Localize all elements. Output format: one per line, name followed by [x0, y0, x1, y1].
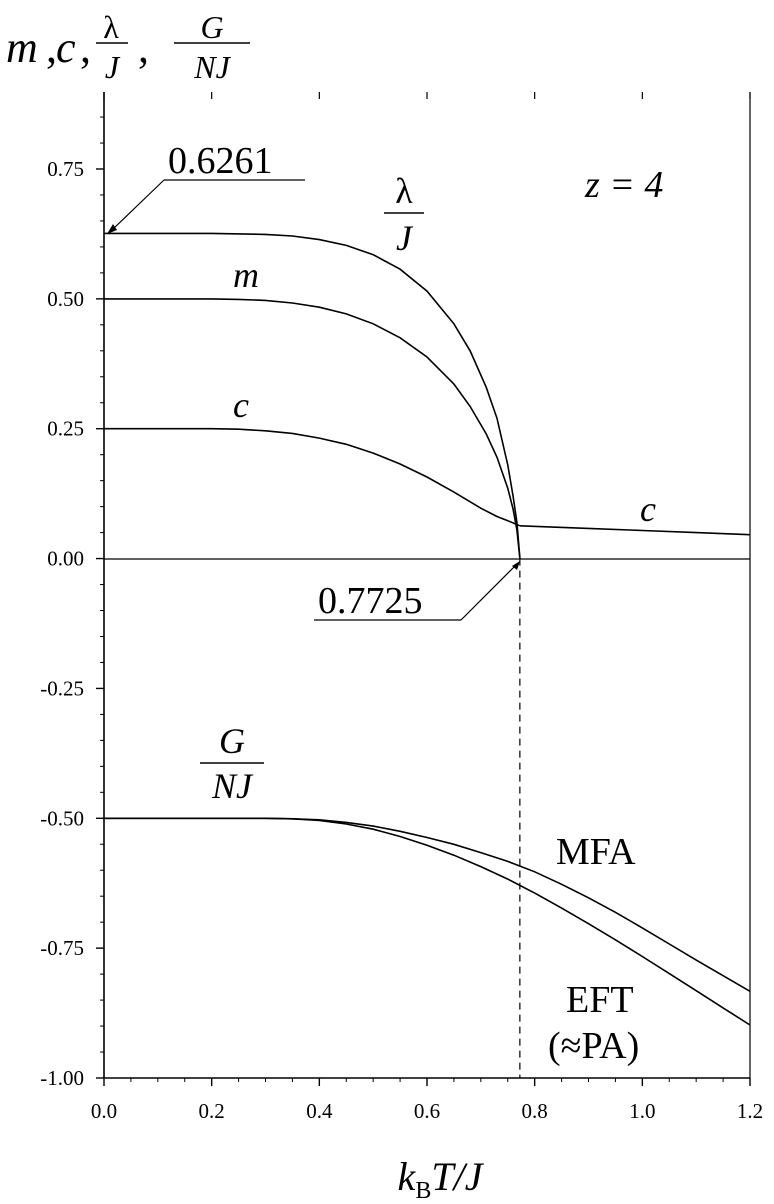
annotations: z = 4 0.6261 0.7725 λ J m c c G NJ MFA E… [107, 140, 663, 1067]
y-tick-label: 0.75 [47, 157, 84, 181]
y-tick-label: 0.25 [47, 417, 84, 441]
x-tick-label: 1.2 [737, 1099, 763, 1123]
y-tick-label: 0.00 [47, 547, 84, 571]
lambda0-label: 0.6261 [168, 140, 273, 182]
series-eft-line [104, 817, 751, 1026]
tc-label: 0.7725 [318, 580, 423, 622]
g-curve-label-num: G [219, 721, 245, 761]
x-tick-label: 0.6 [414, 1099, 440, 1123]
series-lambda-line [104, 232, 521, 559]
mfa-label: MFA [556, 831, 636, 873]
c-high-curve-label: c [640, 489, 656, 529]
y-title-lambda-num: λ [103, 9, 119, 45]
x-tick-label: 0.2 [199, 1099, 225, 1123]
pa-label: (≈PA) [548, 1025, 639, 1067]
x-tick-label: 0.0 [91, 1099, 117, 1123]
lambda-curve-label-num: λ [395, 171, 413, 211]
axes [103, 92, 751, 1079]
lambda0-arrow [111, 179, 165, 231]
m-curve-label: m [233, 255, 259, 295]
series-m-line [104, 298, 521, 559]
y-tick-label: -0.25 [40, 676, 84, 700]
y-tick-label: -0.75 [40, 936, 84, 960]
series-c_high-line [519, 525, 751, 536]
tc-arrow [460, 565, 516, 621]
y-title-sep-3: , [138, 23, 149, 72]
z-label: z = 4 [584, 164, 663, 206]
x-tick-label: 0.8 [522, 1099, 548, 1123]
y-tick-label: -1.00 [40, 1066, 84, 1090]
x-title-rest: T/J [431, 1154, 484, 1199]
lambda-curve-label-den: J [396, 218, 414, 258]
y-title-c: c [56, 23, 76, 72]
x-tick-label: 1.0 [629, 1099, 655, 1123]
y-tick-label: 0.50 [47, 287, 84, 311]
x-title-k: k [398, 1154, 417, 1199]
x-axis-title: kBT/J [398, 1154, 485, 1204]
tc-arrowhead [512, 561, 520, 570]
y-title-sep-2: , [80, 23, 91, 72]
x-ticks: 0.0 0.2 0.4 0.6 0.8 1.0 1.2 [91, 92, 763, 1123]
y-title-sep-1: , [46, 23, 57, 72]
y-tick-label: -0.50 [40, 806, 84, 830]
series-mfa-line [104, 817, 751, 992]
y-title-g-den: NJ [193, 49, 231, 85]
x-title-sub: B [415, 1178, 431, 1204]
y-ticks: -1.00 -0.75 -0.50 -0.25 0.00 0.25 0.50 0.75 [40, 116, 104, 1090]
g-curve-label-den: NJ [211, 766, 254, 806]
c-curve-label: c [233, 385, 249, 425]
eft-label: EFT [566, 979, 634, 1021]
x-tick-label: 0.4 [306, 1099, 333, 1123]
y-axis-title: m , c , λ J , G NJ [6, 9, 250, 85]
lambda0-arrowhead [107, 224, 117, 234]
y-title-g-num: G [200, 9, 223, 45]
series-c-line [104, 427, 521, 527]
series-group [104, 232, 751, 1026]
y-title-m: m [6, 23, 38, 72]
y-title-lambda-den: J [105, 49, 121, 85]
